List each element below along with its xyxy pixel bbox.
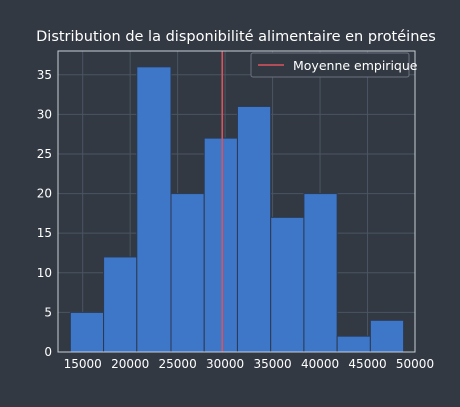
- legend: Moyenne empirique: [250, 52, 418, 78]
- histogram-bar-3: [170, 193, 205, 353]
- y-tick-label-5: 25: [37, 147, 52, 161]
- y-tick-label-1: 5: [44, 305, 52, 319]
- y-tick-label-4: 20: [37, 187, 52, 201]
- x-tick-label-7: 50000: [396, 357, 434, 371]
- x-tick-label-4: 35000: [253, 357, 291, 371]
- x-tick-label-0: 15000: [64, 357, 102, 371]
- histogram-bar-8: [336, 335, 371, 353]
- legend-box: [250, 52, 410, 78]
- plot-frame: [57, 50, 416, 353]
- y-tick-label-7: 35: [37, 68, 52, 82]
- x-tick-label-1: 20000: [111, 357, 149, 371]
- y-tick-label-0: 0: [44, 345, 52, 359]
- histogram-bar-6: [270, 216, 305, 353]
- chart-title: Distribution de la disponibilité aliment…: [36, 29, 436, 45]
- histogram-bar-1: [103, 256, 138, 353]
- x-tick-label-2: 25000: [159, 357, 197, 371]
- y-tick-label-3: 15: [37, 226, 52, 240]
- histogram-bar-4: [203, 137, 238, 353]
- histogram-bars: [69, 66, 405, 353]
- x-axis-ticks: 15000 20000 25000 30000 35000 40000 45000 50000: [64, 357, 435, 371]
- y-axis-ticks: 0 5 10 15 20 25 30 35: [37, 68, 52, 359]
- legend-label-mean: Moyenne empirique: [293, 58, 418, 73]
- histogram-bar-5: [236, 105, 272, 353]
- histogram-bar-9: [369, 319, 405, 353]
- x-tick-label-5: 40000: [301, 357, 339, 371]
- histogram-bar-2: [136, 66, 172, 353]
- histogram-bar-7: [303, 193, 338, 353]
- y-tick-label-2: 10: [37, 266, 52, 280]
- x-tick-label-3: 30000: [206, 357, 244, 371]
- x-tick-label-6: 45000: [348, 357, 386, 371]
- y-tick-label-6: 30: [37, 107, 52, 121]
- histogram-bar-0: [69, 311, 105, 353]
